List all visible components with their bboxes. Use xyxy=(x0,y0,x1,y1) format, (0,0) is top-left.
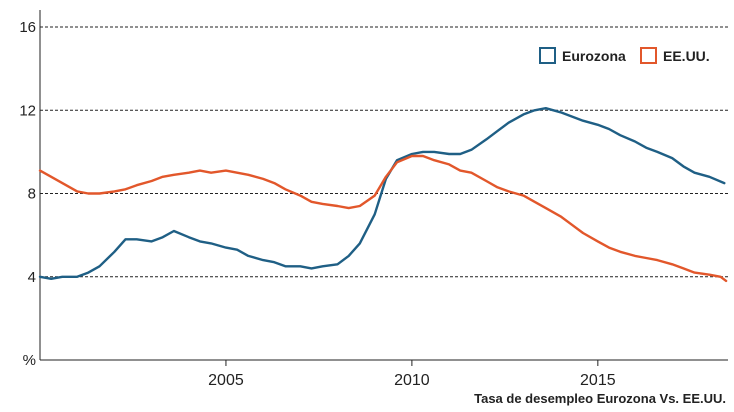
x-tick-label: 2010 xyxy=(394,372,430,389)
legend-label-eurozona: Eurozona xyxy=(562,48,626,64)
y-axis-ticks: % 4 8 12 16 xyxy=(19,19,36,369)
series-line-eurozona xyxy=(38,107,726,280)
series-line-eeuu xyxy=(38,154,728,283)
y-tick-label: 12 xyxy=(19,102,36,119)
x-tick-label: 2015 xyxy=(580,372,616,389)
y-tick-label: 8 xyxy=(28,186,36,203)
legend: Eurozona EE.UU. xyxy=(539,47,710,64)
legend-label-eeuu: EE.UU. xyxy=(663,48,710,64)
y-tick-label: % xyxy=(23,352,36,369)
y-tick-label: 16 xyxy=(19,19,36,36)
legend-swatch-eurozona xyxy=(539,47,556,64)
series-lines xyxy=(38,107,728,283)
y-tick-label: 4 xyxy=(28,269,36,286)
legend-swatch-eeuu xyxy=(640,47,657,64)
chart-caption: Tasa de desempleo Eurozona Vs. EE.UU. xyxy=(474,391,726,406)
x-axis-ticks: 2005 2010 2015 xyxy=(208,360,616,389)
x-tick-label: 2005 xyxy=(208,372,244,389)
